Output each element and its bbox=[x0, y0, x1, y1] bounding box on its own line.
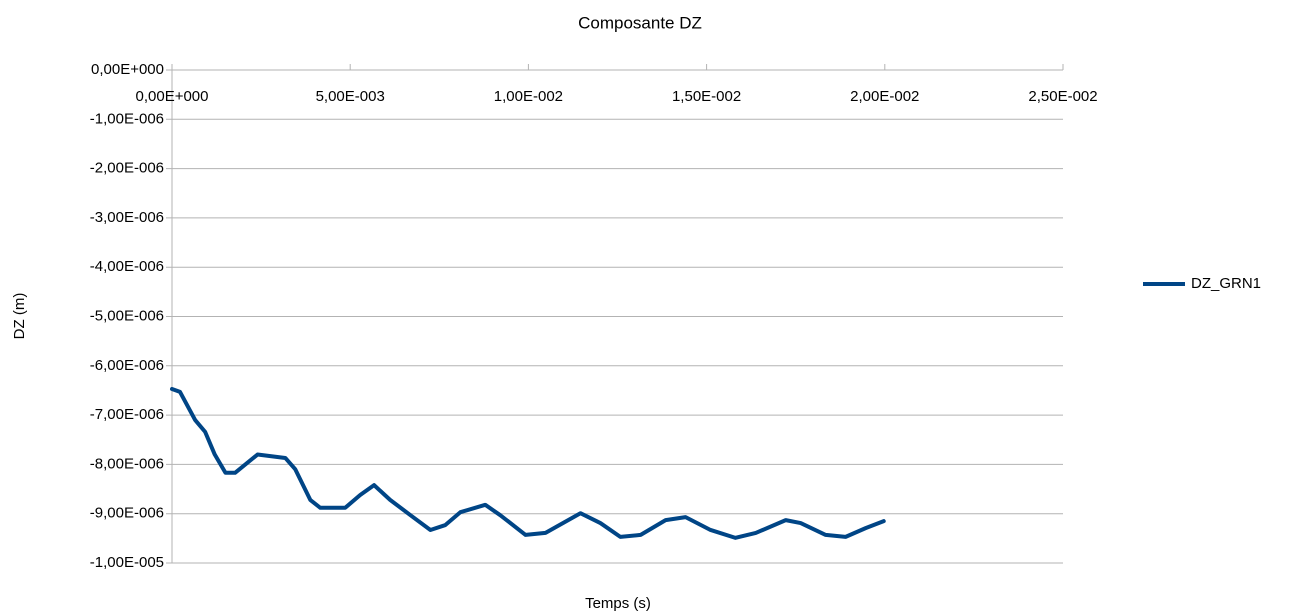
x-tick-label: 2,50E-002 bbox=[1028, 88, 1097, 105]
y-tick-label: -1,00E-005 bbox=[90, 554, 164, 571]
y-tick-label: 0,00E+000 bbox=[91, 61, 164, 78]
y-tick-label: -2,00E-006 bbox=[90, 160, 164, 177]
legend-label: DZ_GRN1 bbox=[1191, 275, 1261, 292]
x-axis-label: Temps (s) bbox=[585, 595, 651, 612]
y-axis-label: DZ (m) bbox=[11, 293, 28, 340]
y-tick-label: -9,00E-006 bbox=[90, 505, 164, 522]
chart-title: Composante DZ bbox=[578, 13, 702, 32]
x-tick-label: 2,00E-002 bbox=[850, 88, 919, 105]
y-tick-label: -3,00E-006 bbox=[90, 209, 164, 226]
x-tick-label: 5,00E-003 bbox=[316, 88, 385, 105]
x-tick-label: 1,50E-002 bbox=[672, 88, 741, 105]
y-tick-label: -5,00E-006 bbox=[90, 307, 164, 324]
x-tick-label: 1,00E-002 bbox=[494, 88, 563, 105]
y-tick-label: -4,00E-006 bbox=[90, 258, 164, 275]
y-tick-label: -7,00E-006 bbox=[90, 406, 164, 423]
x-tick-label: 0,00E+000 bbox=[136, 88, 209, 105]
y-tick-label: -8,00E-006 bbox=[90, 455, 164, 472]
y-tick-label: -1,00E-006 bbox=[90, 110, 164, 127]
y-tick-label: -6,00E-006 bbox=[90, 357, 164, 374]
line-series bbox=[170, 386, 886, 540]
